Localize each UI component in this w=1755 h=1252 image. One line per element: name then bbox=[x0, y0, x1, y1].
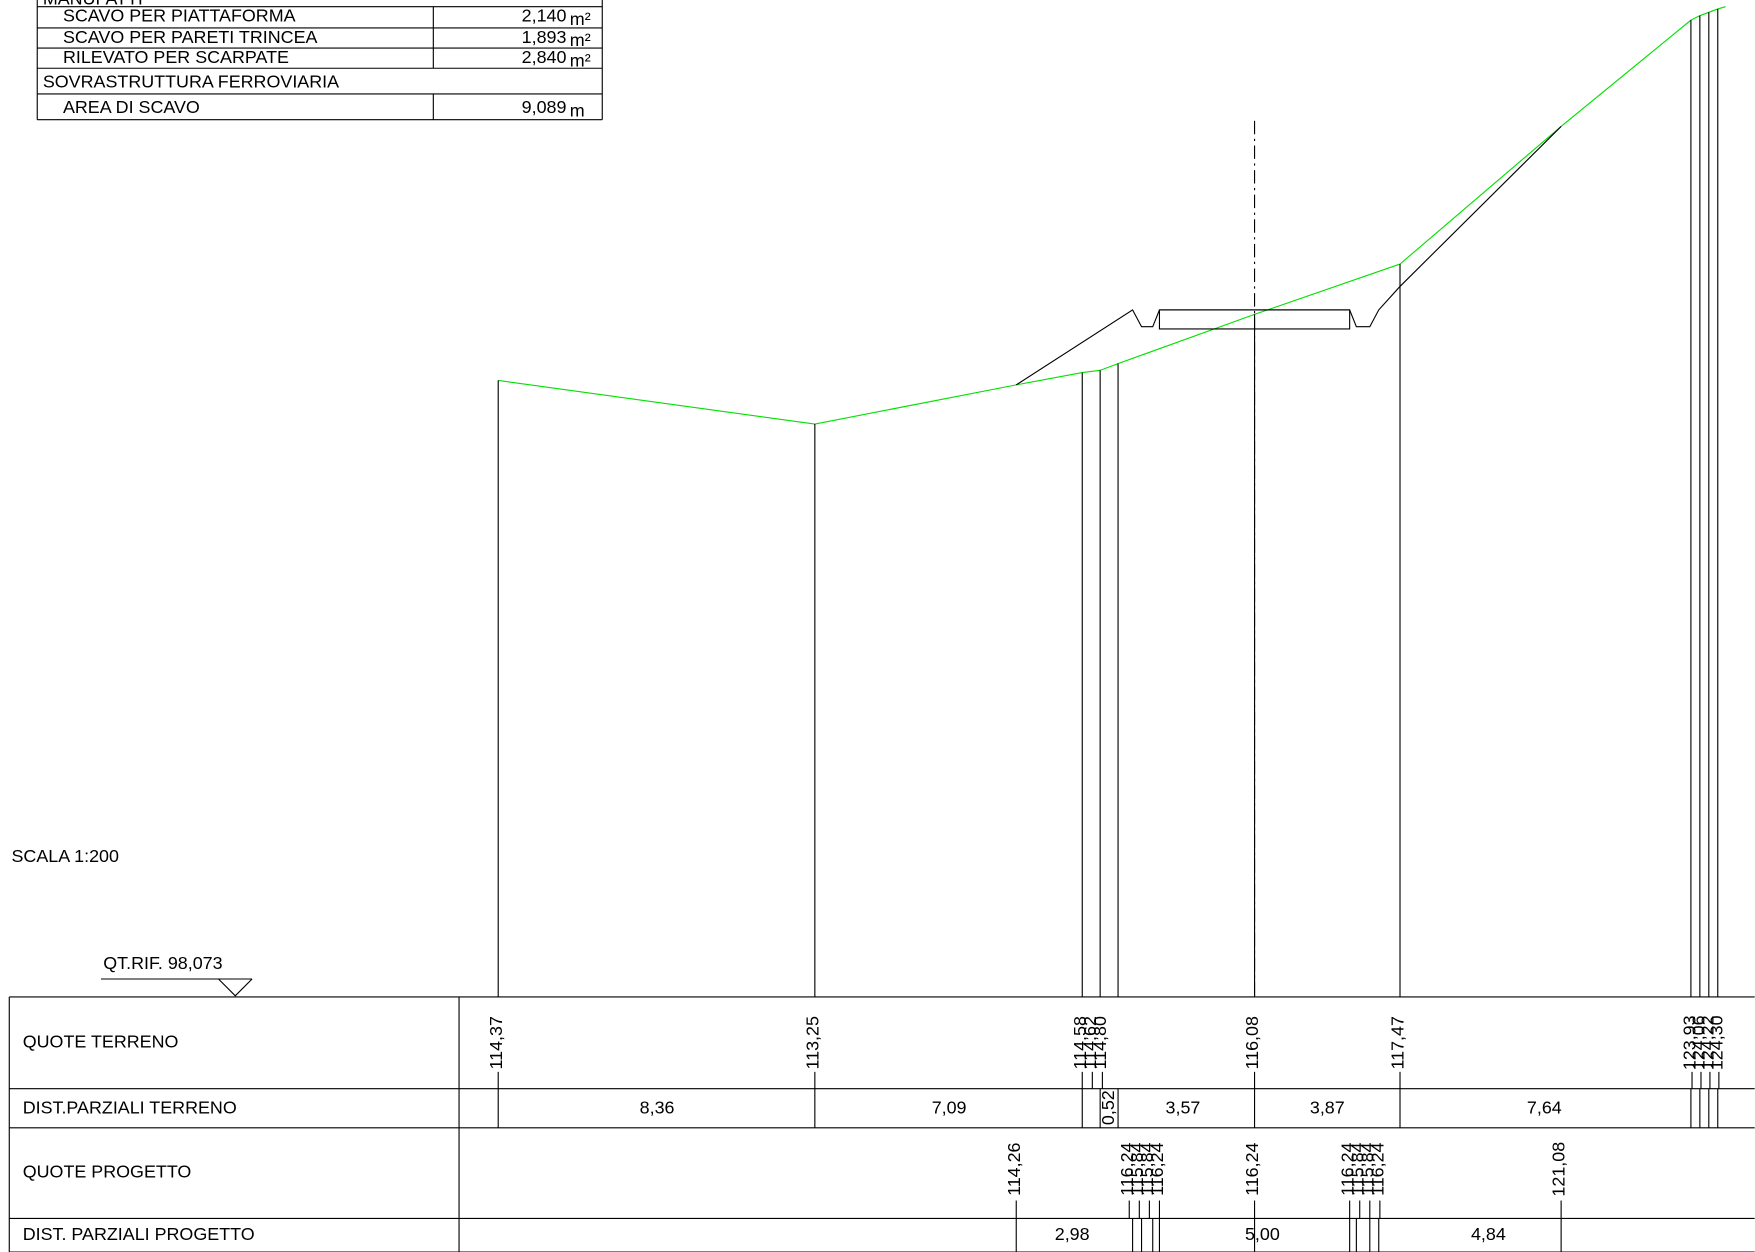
scale-label: SCALA 1:200 bbox=[12, 846, 119, 866]
row-label: RILEVATO PER SCARPATE bbox=[63, 47, 289, 67]
row-label: AREA DI SCAVO bbox=[63, 97, 200, 117]
terrain-elevation: 124,06 bbox=[1689, 1015, 1709, 1070]
reference-label: QT.RIF. 98,073 bbox=[103, 953, 222, 973]
row-label: SCAVO PER PIATTAFORMA bbox=[63, 6, 296, 26]
row-label: QUOTE PROGETTO bbox=[23, 1161, 192, 1181]
terrain-profile bbox=[498, 6, 1726, 425]
reference-triangle bbox=[218, 978, 253, 997]
terrain-elevation: 116,08 bbox=[1242, 1016, 1262, 1069]
design-distance: 4,84 bbox=[1471, 1224, 1506, 1244]
terrain-elevation: 117,47 bbox=[1388, 1016, 1408, 1069]
terrain-elevation: 114,80 bbox=[1090, 1016, 1110, 1069]
design-elevation: 116,24 bbox=[1337, 1142, 1357, 1195]
design-section bbox=[1015, 126, 1562, 386]
design-elevation: 116,24 bbox=[1367, 1142, 1387, 1195]
design-distance: 5,00 bbox=[1245, 1224, 1280, 1244]
row-label: MANUFATTI bbox=[43, 0, 143, 9]
row-unit: m² bbox=[570, 9, 591, 29]
terrain-elevation: 124,22 bbox=[1698, 1015, 1718, 1070]
terrain-distance: 3,87 bbox=[1310, 1098, 1345, 1118]
row-unit: m² bbox=[570, 50, 591, 70]
design-elevation: 114,26 bbox=[1004, 1142, 1024, 1195]
design-elevation: 115,84 bbox=[1357, 1142, 1377, 1195]
terrain-distance: 0,52 bbox=[1098, 1090, 1118, 1125]
terrain-elevation: 123,93 bbox=[1680, 1015, 1700, 1070]
design-elevation: 115,84 bbox=[1347, 1142, 1367, 1195]
row-label: DIST.PARZIALI TERRENO bbox=[23, 1098, 237, 1118]
row-label: DIST. PARZIALI PROGETTO bbox=[23, 1224, 255, 1244]
design-elevation: 115,84 bbox=[1137, 1142, 1157, 1195]
row-value: 2,140 bbox=[522, 6, 567, 26]
design-distance: 2,98 bbox=[1055, 1224, 1090, 1244]
design-elevation: 116,24 bbox=[1147, 1142, 1167, 1195]
terrain-distance: 7,64 bbox=[1527, 1098, 1562, 1118]
terrain-elevation: 114,58 bbox=[1070, 1016, 1090, 1069]
row-label: SOVRASTRUTTURA FERROVIARIA bbox=[43, 72, 339, 92]
row-label: QUOTE TERRENO bbox=[23, 1032, 179, 1052]
terrain-elevation: 113,25 bbox=[802, 1016, 822, 1069]
row-value: 1,893 bbox=[522, 27, 567, 47]
row-value: 2,840 bbox=[522, 47, 567, 67]
terrain-elevation: 124,30 bbox=[1706, 1015, 1726, 1070]
terrain-distance: 3,57 bbox=[1166, 1098, 1201, 1118]
row-unit: m² bbox=[570, 30, 591, 50]
design-elevation: 115,84 bbox=[1127, 1142, 1147, 1195]
profile-geometry bbox=[101, 6, 1726, 997]
row-unit: m bbox=[570, 101, 585, 121]
terrain-distance: 8,36 bbox=[640, 1098, 675, 1118]
terrain-elevation: 114,62 bbox=[1080, 1016, 1100, 1069]
design-elevation: 121,08 bbox=[1549, 1142, 1569, 1197]
terrain-elevation: 114,37 bbox=[486, 1016, 506, 1069]
row-value: 9,089 bbox=[522, 97, 567, 117]
terrain-distance: 7,09 bbox=[932, 1098, 967, 1118]
row-label: SCAVO PER PARETI TRINCEA bbox=[63, 27, 318, 47]
design-elevation: 116,24 bbox=[1242, 1142, 1262, 1195]
design-elevation: 116,24 bbox=[1117, 1142, 1137, 1195]
